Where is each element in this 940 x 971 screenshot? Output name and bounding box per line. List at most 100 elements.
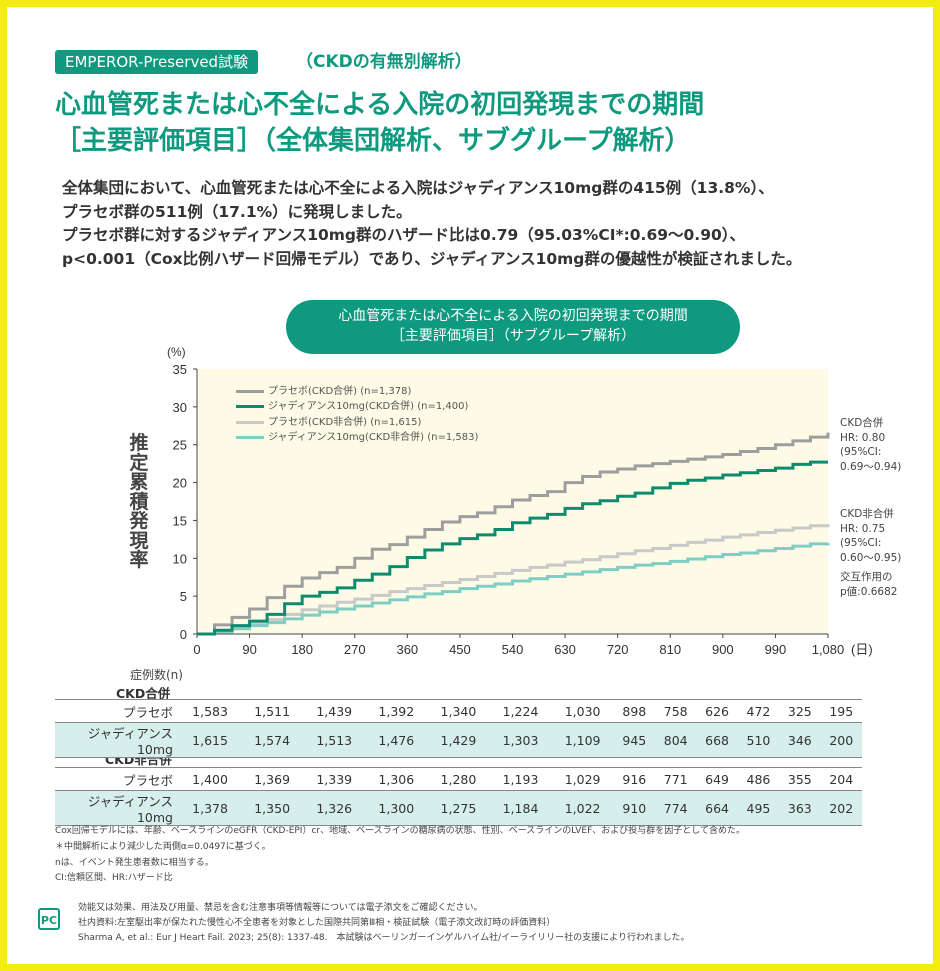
risk-cell: 510 <box>737 722 780 758</box>
legend-item-placebo-ckd: プラセボ(CKD合併) (n=1,378) <box>236 384 411 400</box>
series-line-1 <box>197 460 828 636</box>
risk-cell: 1,511 <box>241 699 304 723</box>
footnote-cox: Cox回帰モデルには、年齢、ベースラインのeGFR（CKD-EPI）cr、地域、… <box>55 826 745 836</box>
series-line-3 <box>197 542 830 636</box>
x-tick-label: 90 <box>242 642 256 657</box>
risk-cell: 1,109 <box>551 722 614 758</box>
footnote-n: nは、イベント発生患者数に相当する。 <box>55 858 214 868</box>
risk-row-label: プラセボ <box>55 767 179 791</box>
y-tick-label: 20 <box>173 476 187 491</box>
risk-cell: 804 <box>655 722 697 758</box>
risk-cell: 1,306 <box>365 767 428 791</box>
x-tick-label: 810 <box>659 642 681 657</box>
trial-subtitle: （CKDの有無別解析） <box>296 52 472 72</box>
risk-cell: 472 <box>737 699 780 723</box>
annotation-nonckd-hr: CKD非合併 HR: 0.75 (95%CI: 0.60～0.95) <box>840 508 902 564</box>
pc-logo-icon: PC <box>38 908 60 930</box>
chart-title-line2: ［主要評価項目］（サブグループ解析） <box>390 328 636 344</box>
risk-cell: 1,574 <box>241 722 304 758</box>
footnote-ci: CI:信頼区間、HR:ハザード比 <box>55 873 173 883</box>
risk-cell: 363 <box>779 790 821 826</box>
series-line-2 <box>197 524 830 636</box>
risk-cell: 200 <box>820 722 862 758</box>
y-tick-label: 35 <box>173 362 187 377</box>
risk-cell: 758 <box>655 699 697 723</box>
annotation-ckd-hr: CKD合併 HR: 0.80 (95%CI: 0.69～0.94) <box>840 417 902 473</box>
y-tick-label: 15 <box>173 513 187 528</box>
risk-cell: 664 <box>696 790 738 826</box>
x-tick-label: 990 <box>765 642 787 657</box>
risk-cell: 355 <box>779 767 821 791</box>
x-tick-label: 720 <box>607 642 629 657</box>
x-unit-label: (日) <box>851 642 873 657</box>
y-tick-label: 25 <box>173 438 187 453</box>
y-tick-label: 5 <box>180 589 187 604</box>
risk-group-ckd-label: CKD合併 <box>116 686 171 701</box>
x-tick-label: 900 <box>712 642 734 657</box>
series-line-0 <box>197 432 830 636</box>
risk-cell: 1,193 <box>489 767 552 791</box>
risk-cell: 1,439 <box>303 699 366 723</box>
x-tick-label: 540 <box>502 642 524 657</box>
risk-cell: 1,275 <box>427 790 490 826</box>
risk-ckd-row: ジャディアンス10mg 1,615 1,574 1,513 1,476 1,429 1,30… <box>55 722 862 758</box>
risk-cell: 1,369 <box>241 767 304 791</box>
risk-cell: 486 <box>737 767 780 791</box>
reference-notice: 効能又は効果、用法及び用量、禁忌を含む注意事項等情報等については電子添文をご確認… <box>78 903 483 913</box>
annotation-interaction-p: 交互作用の p値:0.6682 <box>840 571 898 598</box>
intro-line2: プラセボ群の511例（17.1%）に発現しました。 <box>62 203 412 221</box>
reference-internal: 社内資料:左室駆出率が保たれた慢性心不全患者を対象とした国際共同第Ⅲ相・検証試験… <box>78 918 556 928</box>
risk-row-label: ジャディアンス10mg <box>55 790 179 826</box>
risk-cell: 1,429 <box>427 722 490 758</box>
risk-cell: 1,400 <box>179 767 242 791</box>
risk-cell: 1,022 <box>551 790 614 826</box>
x-tick-label: 1,080 <box>812 642 845 657</box>
risk-table-n-label: 症例数(n) <box>130 668 183 682</box>
risk-cell: 668 <box>696 722 738 758</box>
risk-cell: 945 <box>613 722 656 758</box>
risk-cell: 325 <box>779 699 821 723</box>
risk-cell: 195 <box>820 699 862 723</box>
intro-line1: 全体集団において、心血管死または心不全による入院はジャディアンス10mg群の41… <box>62 179 774 197</box>
y-tick-label: 10 <box>173 551 187 566</box>
x-tick-label: 630 <box>554 642 576 657</box>
intro-line3: プラセボ群に対するジャディアンス10mg群のハザード比は0.79（95.03%C… <box>62 226 746 244</box>
risk-table-ckd: プラセボ 1,583 1,511 1,439 1,392 1,340 1,224 1,030 8… <box>55 699 862 758</box>
x-tick-label: 0 <box>193 642 200 657</box>
risk-cell: 1,030 <box>551 699 614 723</box>
risk-cell: 346 <box>779 722 821 758</box>
y-tick-label: 30 <box>173 400 187 415</box>
risk-cell: 910 <box>613 790 656 826</box>
risk-cell: 774 <box>655 790 697 826</box>
risk-cell: 495 <box>737 790 780 826</box>
km-chart: 0 5 10 15 20 25 30 35 (%) 0 90 180 270 360 450 540 630 72… <box>167 345 873 657</box>
risk-cell: 1,513 <box>303 722 366 758</box>
risk-row-label: ジャディアンス10mg <box>55 722 179 758</box>
risk-cell: 1,300 <box>365 790 428 826</box>
x-tick-label: 450 <box>449 642 471 657</box>
risk-cell: 1,378 <box>179 790 242 826</box>
risk-cell: 649 <box>696 767 738 791</box>
risk-cell: 202 <box>820 790 862 826</box>
x-tick-label: 360 <box>396 642 418 657</box>
risk-cell: 1,350 <box>241 790 304 826</box>
risk-cell: 1,224 <box>489 699 552 723</box>
chart-title-line1: 心血管死または心不全による入院の初回発現までの期間 <box>338 308 688 324</box>
y-tick-label: 0 <box>180 627 187 642</box>
risk-ckd-row: プラセボ 1,583 1,511 1,439 1,392 1,340 1,224 1,030 8… <box>55 699 862 723</box>
risk-table-nonckd: プラセボ 1,400 1,369 1,339 1,306 1,280 1,193 1,029 9… <box>55 767 862 826</box>
x-tick-label: 270 <box>344 642 366 657</box>
risk-cell: 1,615 <box>179 722 242 758</box>
risk-cell: 1,583 <box>179 699 242 723</box>
footnote-alpha: ＊中間解析により減少した両側α=0.0497に基づく。 <box>55 842 271 852</box>
legend-item-placebo-nonckd: プラセボ(CKD非合併) (n=1,615) <box>236 415 421 431</box>
page-title-line1: 心血管死または心不全による入院の初回発現までの期間 <box>55 90 705 120</box>
risk-cell: 1,476 <box>365 722 428 758</box>
risk-cell: 1,326 <box>303 790 366 826</box>
legend-item-jardiance-ckd: ジャディアンス10mg(CKD合併) (n=1,400) <box>236 399 468 415</box>
risk-cell: 626 <box>696 699 738 723</box>
risk-cell: 898 <box>613 699 656 723</box>
legend-item-jardiance-nonckd: ジャディアンス10mg(CKD非合併) (n=1,583) <box>236 430 478 446</box>
risk-cell: 1,280 <box>427 767 490 791</box>
